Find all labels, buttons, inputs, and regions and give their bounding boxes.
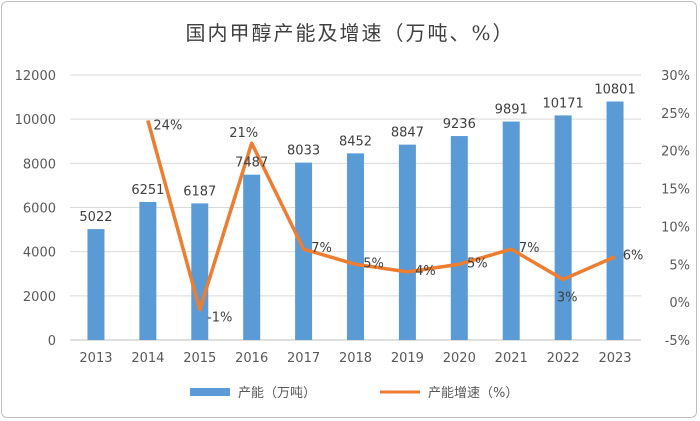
bar-data-label: 9236 bbox=[443, 117, 476, 132]
x-tick-label: 2022 bbox=[547, 351, 580, 366]
bar bbox=[502, 121, 520, 340]
x-tick-label: 2016 bbox=[235, 351, 268, 366]
y-left-tick-label: 4000 bbox=[23, 246, 56, 261]
chart-title: 国内甲醇产能及增速（万吨、%） bbox=[185, 21, 514, 45]
y-right-tick-label: 30% bbox=[661, 69, 690, 84]
bar bbox=[554, 115, 572, 341]
x-tick-label: 2015 bbox=[183, 351, 216, 366]
line-data-label: 7% bbox=[311, 241, 332, 256]
y-left-tick-label: 6000 bbox=[23, 202, 56, 217]
x-tick-label: 2020 bbox=[443, 351, 476, 366]
bar-data-label: 9891 bbox=[495, 103, 528, 118]
y-right-tick-label: 20% bbox=[661, 145, 690, 160]
x-tick-label: 2019 bbox=[391, 351, 424, 366]
bar-data-label: 7487 bbox=[235, 156, 268, 171]
bar bbox=[450, 136, 468, 340]
bar bbox=[87, 229, 105, 340]
line-data-label: 5% bbox=[363, 256, 384, 271]
y-left-tick-label: 12000 bbox=[15, 69, 56, 84]
bar bbox=[606, 101, 624, 341]
bar bbox=[139, 201, 157, 340]
y-right-tick-label: 25% bbox=[661, 107, 690, 122]
bar bbox=[243, 174, 261, 340]
line-data-label: -1% bbox=[207, 311, 232, 326]
bar-data-label: 6251 bbox=[131, 183, 164, 198]
line-data-label: 5% bbox=[467, 256, 488, 271]
legend-swatch-bar bbox=[190, 388, 230, 396]
line-data-label: 21% bbox=[229, 126, 258, 141]
bar bbox=[398, 144, 416, 340]
line-data-label: 6% bbox=[623, 249, 644, 264]
x-tick-label: 2021 bbox=[495, 351, 528, 366]
bar bbox=[295, 162, 313, 340]
bar-data-label: 10801 bbox=[594, 82, 635, 97]
y-right-tick-label: 0% bbox=[669, 296, 690, 311]
bar-data-label: 5022 bbox=[79, 210, 112, 225]
bar-data-label: 10171 bbox=[542, 96, 583, 111]
x-tick-label: 2017 bbox=[287, 351, 320, 366]
line-data-label: 7% bbox=[519, 241, 540, 256]
y-right-tick-label: 15% bbox=[661, 183, 690, 198]
bar-data-label: 8847 bbox=[391, 126, 424, 141]
y-right-tick-label: -5% bbox=[665, 334, 690, 349]
y-right-tick-label: 5% bbox=[669, 258, 690, 273]
bar-data-label: 8452 bbox=[339, 134, 372, 149]
line-data-label: 4% bbox=[415, 264, 436, 279]
x-tick-label: 2023 bbox=[598, 351, 631, 366]
legend-label-line: 产能增速（%） bbox=[428, 386, 518, 401]
bar bbox=[191, 203, 209, 340]
legend-label-bar: 产能（万吨） bbox=[238, 386, 316, 401]
y-left-tick-label: 8000 bbox=[23, 157, 56, 172]
y-left-tick-label: 10000 bbox=[15, 113, 56, 128]
x-tick-label: 2018 bbox=[339, 351, 372, 366]
growth-line bbox=[146, 119, 616, 312]
y-right-tick-label: 10% bbox=[661, 220, 690, 235]
bar-data-label: 8033 bbox=[287, 144, 320, 159]
bar-data-label: 6187 bbox=[183, 184, 216, 199]
bar bbox=[347, 153, 364, 340]
x-tick-label: 2013 bbox=[79, 351, 112, 366]
y-left-tick-label: 2000 bbox=[23, 290, 56, 305]
x-tick-label: 2014 bbox=[131, 351, 164, 366]
y-left-tick-label: 0 bbox=[48, 334, 56, 349]
line-data-label: 24% bbox=[153, 118, 182, 133]
line-data-label: 3% bbox=[557, 290, 578, 305]
legend: 产能（万吨） 产能增速（%） bbox=[190, 386, 518, 401]
